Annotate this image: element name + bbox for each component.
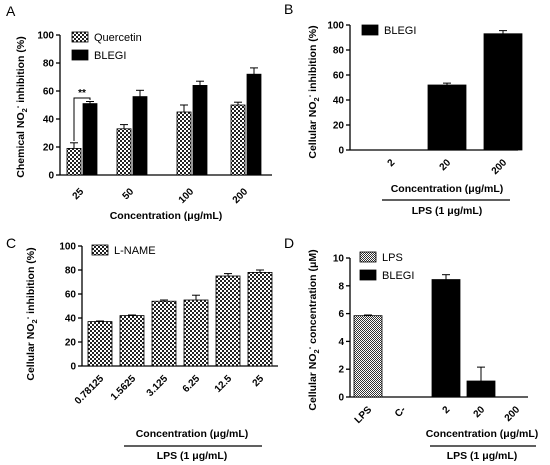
panel-a-bar-quercetin (230, 104, 246, 176)
panel-b-y-tick-label: 60 (333, 71, 345, 82)
panel-d-x-tick-label: C- (393, 404, 408, 419)
panel-b-x-label: Concentration (μg/mL) (391, 183, 504, 195)
panel-a-y-tick-label: 100 (37, 31, 54, 42)
panel-c-bar-l-name (119, 315, 145, 367)
panel-a-bar-quercetin (66, 147, 82, 176)
panel-c-y-tick-label: 100 (59, 242, 76, 253)
panel-d-letter: D (284, 235, 294, 251)
panel-c-y-tick-label: 0 (70, 362, 76, 373)
panel-c-y-tick-label: 80 (65, 266, 77, 277)
panel-b-y-tick-label: 0 (338, 146, 344, 157)
panel-d-x-tick-label: 2 (441, 404, 453, 416)
panel-c-bar-l-name (215, 275, 241, 367)
panel-a-y-tick-label: 0 (48, 171, 54, 182)
panel-b-legend-swatch (361, 24, 379, 36)
panel-a-significance-bracket (73, 97, 91, 141)
panel-a-bar-quercetin (176, 111, 192, 176)
panel-d-y-tick-label: 10 (333, 254, 345, 265)
panel-b-bar-blegi (483, 33, 523, 151)
panel-d-x-tick-label: 20 (472, 404, 488, 420)
panel-d-bar-lps (353, 315, 383, 398)
panel-d-group-label: LPS (1 μg/mL) (447, 450, 518, 462)
panel-d-legend-swatch (359, 269, 377, 281)
panel-d-y-tick-label: 2 (338, 365, 344, 376)
panel-b-letter: B (284, 1, 293, 17)
panel-a-y-tick-label: 40 (43, 115, 55, 126)
panel-a-x-label: Concentration (μg/mL) (110, 210, 223, 222)
panel-a-bar-blegi (132, 96, 148, 176)
panel-b-y-tick-label: 40 (333, 96, 345, 107)
panel-b-x-tick-label: 20 (438, 157, 454, 173)
panel-d-x-tick-label: 200 (503, 404, 523, 424)
panel-c-bar-l-name (247, 271, 273, 367)
panel-a-legend-label: BLEGI (94, 50, 126, 62)
panel-c-x-tick-label: 1.5625 (109, 373, 139, 403)
panel-c-x-label: Concentration (μg/mL) (136, 428, 249, 440)
panel-a-significance-label: ** (78, 88, 86, 99)
panel-a-bar-blegi (82, 103, 98, 176)
panel-c-x-tick-label: 25 (251, 373, 267, 389)
panel-a-y-tick-label: 20 (43, 143, 55, 154)
panel-c-group-label: LPS (1 μg/mL) (157, 450, 228, 462)
panel-c-y-tick-label: 60 (65, 290, 77, 301)
panel-d-bar-blegi (466, 380, 496, 398)
panel-c-x-tick-label: 12.5 (213, 373, 235, 395)
panel-a-y-label: Chemical NO2- inhibition (%) (13, 36, 29, 177)
panel-c-bar-l-name (87, 321, 113, 367)
panel-d-y-tick-label: 4 (338, 337, 344, 348)
panel-c-y-tick-label: 20 (65, 338, 77, 349)
panel-b-y-tick-label: 80 (333, 46, 345, 57)
panel-b-x-tick-label: 2 (386, 157, 398, 169)
panel-a-bar-quercetin (116, 128, 132, 176)
panel-b-x-tick-label: 200 (490, 157, 510, 177)
panel-d-bar-blegi (431, 279, 461, 398)
panel-b-y-tick-label: 20 (333, 121, 345, 132)
panel-a-y-tick-label: 80 (43, 59, 55, 70)
panel-d-y-tick-label: 0 (338, 393, 344, 404)
panel-d-y-tick-label: 6 (338, 309, 344, 320)
panel-d-y-label: Cellular NO2- concentration (μM) (305, 249, 321, 410)
panel-d-legend-label: BLEGI (382, 270, 414, 282)
panel-a-x-tick-label: 100 (177, 186, 197, 206)
panel-a-letter: A (6, 3, 16, 19)
panel-b-y-tick-label: 100 (327, 21, 344, 32)
panel-a-x-tick-label: 200 (231, 186, 251, 206)
panel-a-legend-swatch (71, 31, 89, 43)
panel-c-bar-l-name (183, 299, 209, 367)
panel-c-letter: C (6, 235, 16, 251)
panel-d-x-tick-label: LPS (353, 404, 375, 426)
panel-a-bar-blegi (246, 73, 262, 176)
panel-a-bar-blegi (192, 85, 208, 176)
panel-c-x-tick-label: 0.78125 (73, 373, 107, 407)
panel-c-y-label: Cellular NO2- inhibition (%) (23, 247, 39, 380)
panel-a-legend-swatch (71, 49, 89, 61)
panel-c-bar-l-name (151, 300, 177, 367)
panel-c-legend-label: L-NAME (114, 245, 156, 257)
panel-a-y-tick-label: 60 (43, 87, 55, 98)
panel-d-y-tick-label: 8 (338, 281, 344, 292)
panel-b-legend-label: BLEGI (384, 25, 416, 37)
panel-a-x-tick-label: 25 (71, 186, 87, 202)
panel-b-bar-blegi (427, 84, 467, 151)
panel-c-y-tick-label: 40 (65, 314, 77, 325)
panel-d-legend-swatch (359, 251, 377, 263)
panel-d-x-label: Concentration (μg/mL) (426, 428, 539, 440)
panel-c-x-tick-label: 6.25 (181, 373, 203, 395)
panel-c-x-tick-label: 3.125 (145, 373, 171, 399)
panel-a-x-tick-label: 50 (121, 186, 137, 202)
panel-c-legend-swatch (91, 244, 109, 256)
panel-a-legend-label: Quercetin (94, 32, 142, 44)
panel-b-group-label: LPS (1 μg/mL) (412, 205, 483, 217)
panel-d-legend-label: LPS (382, 252, 403, 264)
panel-b-y-label: Cellular NO2- inhibition (%) (305, 25, 321, 158)
